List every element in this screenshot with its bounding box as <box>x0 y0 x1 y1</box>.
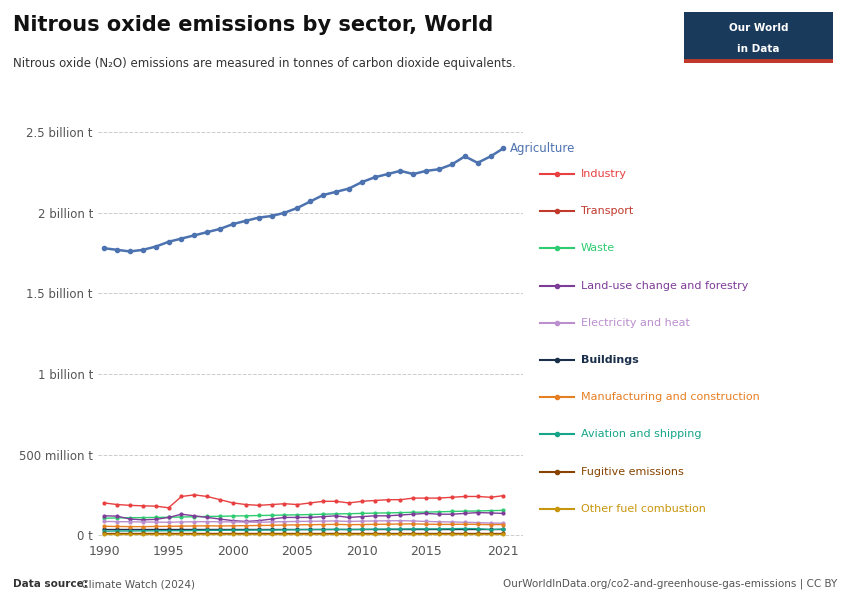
Text: Transport: Transport <box>581 206 632 216</box>
Text: Waste: Waste <box>581 244 615 253</box>
Text: Data source:: Data source: <box>13 579 88 589</box>
Text: Other fuel combustion: Other fuel combustion <box>581 504 706 514</box>
Text: OurWorldInData.org/co2-and-greenhouse-gas-emissions | CC BY: OurWorldInData.org/co2-and-greenhouse-ga… <box>503 578 837 589</box>
Text: Aviation and shipping: Aviation and shipping <box>581 430 701 439</box>
Text: Our World: Our World <box>728 23 788 34</box>
Text: Fugitive emissions: Fugitive emissions <box>581 467 683 476</box>
Text: in Data: in Data <box>737 44 779 54</box>
Text: Electricity and heat: Electricity and heat <box>581 318 689 328</box>
Text: Manufacturing and construction: Manufacturing and construction <box>581 392 759 402</box>
Text: Nitrous oxide emissions by sector, World: Nitrous oxide emissions by sector, World <box>13 15 493 35</box>
Text: Climate Watch (2024): Climate Watch (2024) <box>78 579 196 589</box>
Text: Nitrous oxide (N₂O) emissions are measured in tonnes of carbon dioxide equivalen: Nitrous oxide (N₂O) emissions are measur… <box>13 57 516 70</box>
Text: Land-use change and forestry: Land-use change and forestry <box>581 281 748 290</box>
Text: Agriculture: Agriculture <box>510 142 575 155</box>
Text: Buildings: Buildings <box>581 355 638 365</box>
Text: Industry: Industry <box>581 169 626 179</box>
